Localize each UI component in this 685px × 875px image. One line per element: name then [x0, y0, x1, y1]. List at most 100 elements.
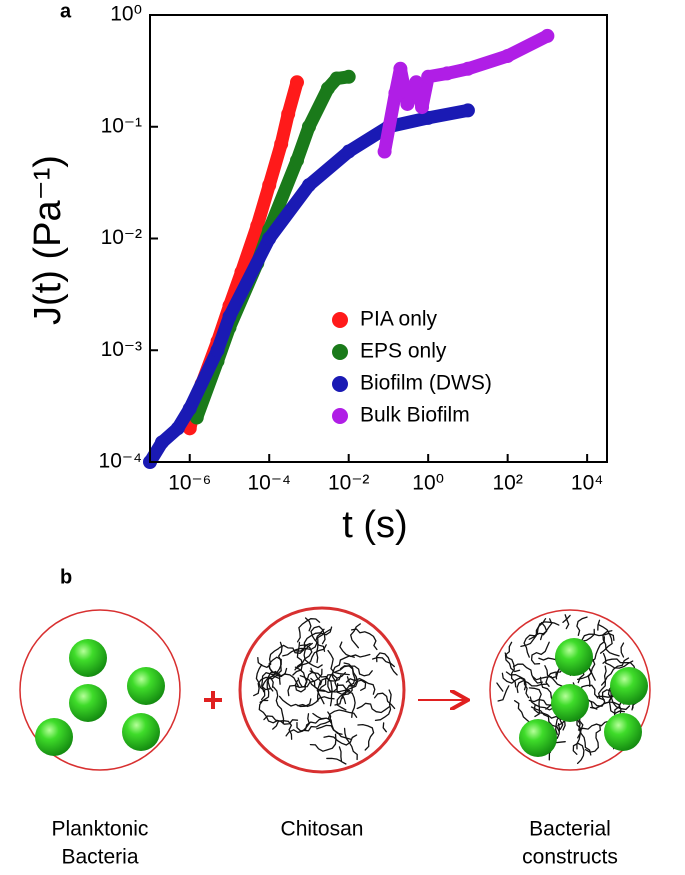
diagram-labels: Planktonic Bacteria Chitosan Bacterial const…: [52, 818, 618, 869]
fiber: [504, 641, 521, 673]
fiber: [327, 649, 350, 676]
point: [540, 28, 555, 43]
bacterium: [610, 667, 648, 705]
fiber: [505, 671, 530, 699]
fiber: [372, 656, 395, 668]
y-tick-label: 10⁻²: [101, 226, 142, 249]
point: [329, 71, 344, 86]
fiber: [310, 677, 339, 694]
point: [440, 66, 455, 81]
fiber: [576, 719, 592, 756]
panel-label: a: [60, 0, 72, 22]
point: [320, 81, 335, 96]
point: [421, 69, 436, 84]
fiber: [528, 687, 542, 718]
fiber: [341, 690, 356, 719]
fiber: [343, 727, 358, 761]
fiber: [504, 652, 517, 688]
bacterium: [35, 718, 73, 756]
fiber: [516, 679, 548, 694]
chitosan-fibers: [253, 617, 398, 765]
fiber: [319, 677, 333, 707]
legend-label: PIA only: [360, 308, 438, 331]
fiber: [373, 692, 396, 710]
y-axis-label: J(t) (Pa⁻¹): [27, 155, 69, 325]
fiber: [327, 672, 351, 693]
fiber: [263, 715, 299, 725]
fiber: [501, 672, 527, 691]
bacterium: [127, 667, 165, 705]
point: [388, 86, 403, 101]
fiber: [296, 717, 325, 732]
fiber: [338, 746, 347, 765]
series-band: [378, 29, 554, 159]
fiber: [564, 614, 570, 630]
fiber: [496, 682, 504, 692]
point: [170, 421, 185, 436]
fiber: [282, 641, 318, 657]
point: [289, 75, 304, 90]
fiber: [295, 628, 325, 652]
fiber: [261, 671, 281, 691]
fiber: [344, 679, 367, 696]
fiber: [278, 695, 312, 708]
fiber: [530, 641, 550, 665]
fiber: [356, 702, 391, 714]
fiber: [304, 617, 312, 632]
fiber: [294, 644, 313, 671]
legend-marker: [332, 408, 348, 424]
point: [460, 61, 475, 76]
fiber: [602, 658, 637, 672]
legend-marker: [332, 376, 348, 392]
plot-frame: [149, 14, 608, 463]
fiber: [303, 642, 323, 669]
fiber: [253, 676, 274, 697]
legend-label: Bulk Biofilm: [360, 404, 470, 427]
fiber: [345, 677, 376, 695]
bacterium: [519, 719, 557, 757]
fiber: [309, 733, 337, 752]
fiber: [326, 757, 342, 762]
point: [274, 137, 289, 152]
fiber: [581, 632, 615, 641]
fiber: [382, 722, 387, 733]
fiber: [576, 616, 588, 636]
fiber: [312, 712, 343, 735]
y-tick-label: 10⁻³: [101, 338, 142, 361]
x-tick-label: 10⁻²: [328, 472, 369, 495]
fiber: [562, 614, 571, 624]
fiber: [272, 686, 285, 725]
fiber: [268, 656, 282, 674]
fiber: [572, 742, 585, 765]
fiber: [323, 734, 358, 746]
bacterium: [122, 713, 160, 751]
fiber: [278, 642, 311, 654]
fiber: [597, 623, 613, 654]
x-tick-label: 10⁻⁴: [247, 472, 290, 495]
fiber: [339, 641, 371, 658]
fiber: [255, 663, 266, 701]
fiber: [600, 657, 630, 686]
fiber: [292, 641, 303, 676]
fiber: [497, 685, 510, 702]
fiber: [607, 684, 631, 711]
point: [415, 100, 430, 115]
legend-marker: [332, 312, 348, 328]
fiber: [349, 623, 361, 649]
point: [281, 107, 296, 122]
point: [154, 435, 169, 450]
x-tick-label: 10²: [492, 472, 522, 495]
fiber: [267, 671, 281, 692]
fiber: [539, 676, 554, 710]
x-tick-label: 10⁴: [571, 472, 603, 495]
bacteria: [35, 638, 648, 757]
x-tick-label: 10⁰: [412, 472, 444, 495]
item-label: Planktonic: [52, 818, 149, 841]
y-tick-label: 10⁰: [110, 3, 142, 26]
item-label: Chitosan: [281, 818, 364, 841]
fiber: [297, 668, 323, 688]
x-tick-label: 10⁻⁶: [168, 472, 211, 495]
fiber: [287, 675, 308, 697]
fiber: [602, 630, 620, 657]
fiber: [315, 628, 331, 664]
